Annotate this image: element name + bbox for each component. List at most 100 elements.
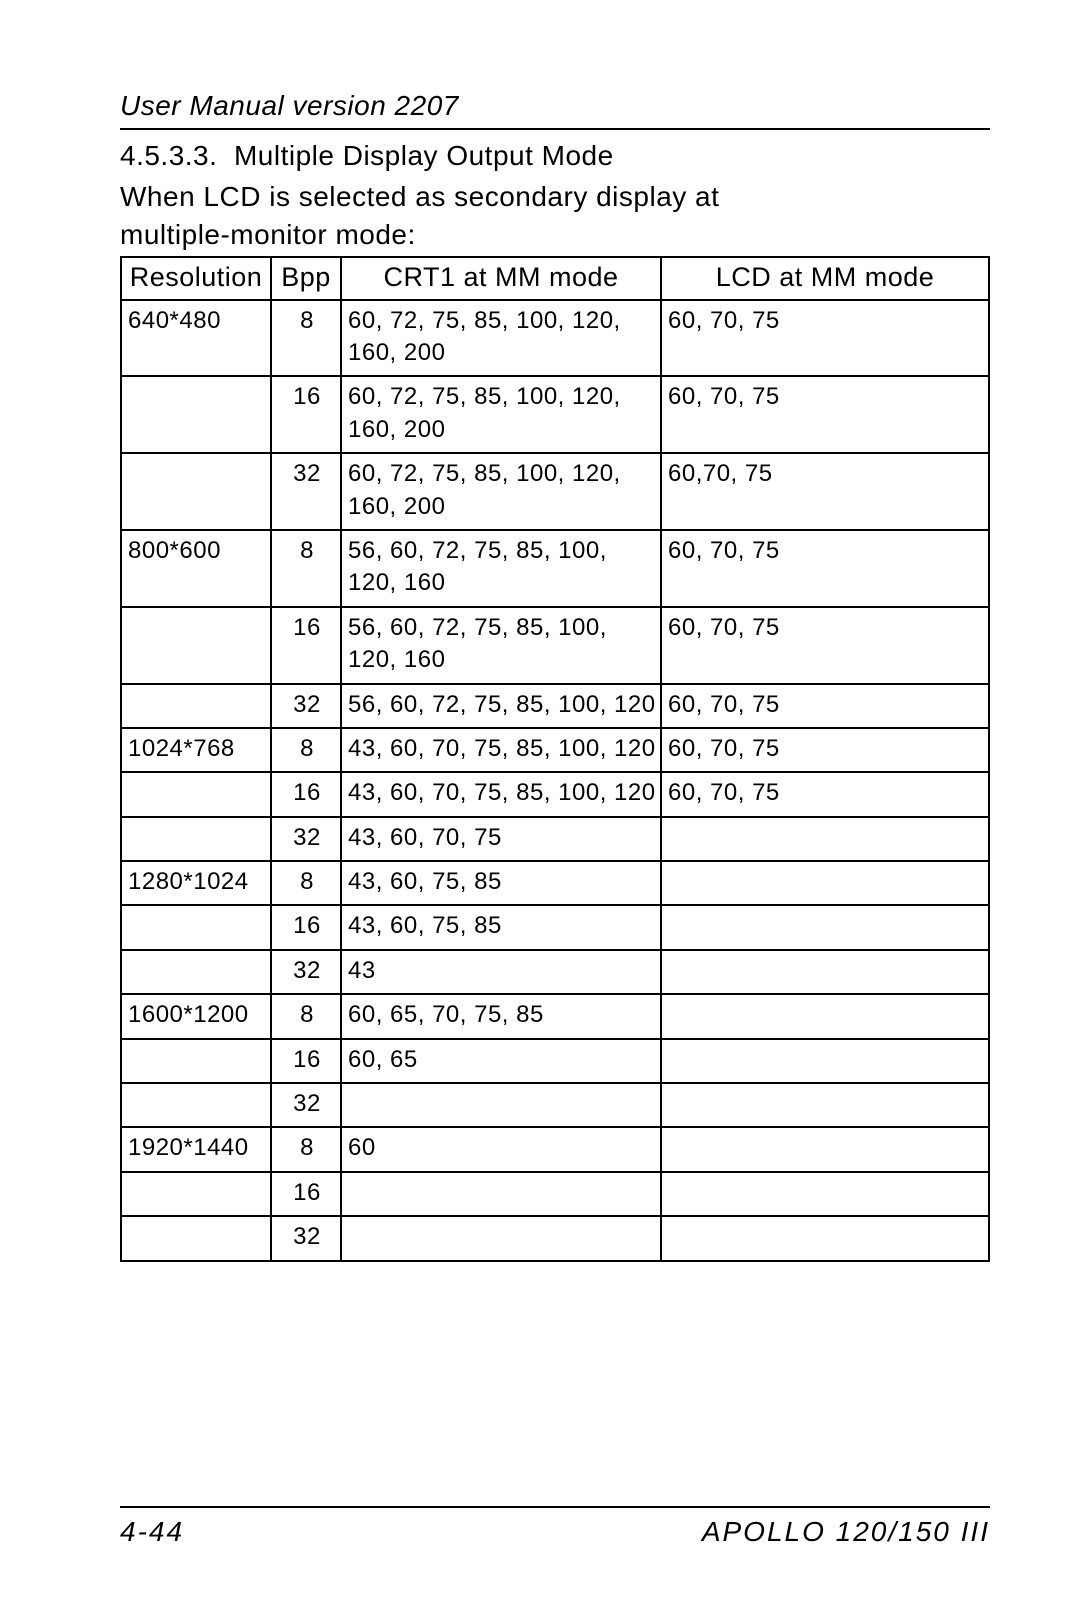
cell-crt: 43, 60, 75, 85 xyxy=(341,905,661,949)
col-resolution: Resolution xyxy=(121,257,271,300)
cell-crt: 43, 60, 75, 85 xyxy=(341,861,661,905)
cell-crt: 56, 60, 72, 75, 85, 100, 120, 160 xyxy=(341,607,661,684)
cell-bpp: 16 xyxy=(271,607,341,684)
table-row: 1600*1200860, 65, 70, 75, 85 xyxy=(121,994,989,1038)
cell-resolution: 1600*1200 xyxy=(121,994,271,1038)
section-heading: 4.5.3.3. Multiple Display Output Mode xyxy=(120,140,990,172)
table-row: 1660, 72, 75, 85, 100, 120, 160, 20060, … xyxy=(121,376,989,453)
cell-resolution xyxy=(121,684,271,728)
cell-resolution: 1920*1440 xyxy=(121,1127,271,1171)
table-row: 32 xyxy=(121,1083,989,1127)
cell-crt: 56, 60, 72, 75, 85, 100, 120, 160 xyxy=(341,530,661,607)
cell-crt: 60, 65, 70, 75, 85 xyxy=(341,994,661,1038)
cell-resolution: 640*480 xyxy=(121,300,271,377)
cell-lcd xyxy=(661,1127,989,1171)
cell-lcd: 60, 70, 75 xyxy=(661,772,989,816)
cell-crt: 43 xyxy=(341,950,661,994)
cell-bpp: 8 xyxy=(271,1127,341,1171)
table-row: 3260, 72, 75, 85, 100, 120, 160, 20060,7… xyxy=(121,453,989,530)
cell-bpp: 32 xyxy=(271,817,341,861)
cell-lcd xyxy=(661,950,989,994)
cell-lcd: 60, 70, 75 xyxy=(661,684,989,728)
table-row: 32 xyxy=(121,1216,989,1260)
cell-lcd xyxy=(661,1083,989,1127)
cell-crt: 60, 72, 75, 85, 100, 120, 160, 200 xyxy=(341,453,661,530)
cell-resolution xyxy=(121,817,271,861)
cell-bpp: 8 xyxy=(271,530,341,607)
cell-lcd: 60, 70, 75 xyxy=(661,607,989,684)
cell-lcd: 60, 70, 75 xyxy=(661,530,989,607)
table-row: 3256, 60, 72, 75, 85, 100, 12060, 70, 75 xyxy=(121,684,989,728)
cell-bpp: 8 xyxy=(271,861,341,905)
cell-lcd xyxy=(661,1172,989,1216)
section-intro-line2: multiple-monitor mode: xyxy=(120,216,990,254)
cell-lcd: 60, 70, 75 xyxy=(661,728,989,772)
cell-crt: 60 xyxy=(341,1127,661,1171)
cell-resolution xyxy=(121,1039,271,1083)
cell-lcd xyxy=(661,1039,989,1083)
cell-lcd: 60, 70, 75 xyxy=(661,376,989,453)
table-row: 3243, 60, 70, 75 xyxy=(121,817,989,861)
table-row: 1643, 60, 75, 85 xyxy=(121,905,989,949)
cell-bpp: 32 xyxy=(271,950,341,994)
col-lcd: LCD at MM mode xyxy=(661,257,989,300)
cell-lcd: 60,70, 75 xyxy=(661,453,989,530)
table-body: 640*480860, 72, 75, 85, 100, 120, 160, 2… xyxy=(121,300,989,1261)
cell-bpp: 8 xyxy=(271,300,341,377)
cell-lcd xyxy=(661,905,989,949)
section-intro-line1: When LCD is selected as secondary displa… xyxy=(120,178,990,216)
table-row: 800*600856, 60, 72, 75, 85, 100, 120, 16… xyxy=(121,530,989,607)
table-header-row: Resolution Bpp CRT1 at MM mode LCD at MM… xyxy=(121,257,989,300)
doc-header: User Manual version 2207 xyxy=(120,90,990,130)
cell-crt: 60, 72, 75, 85, 100, 120, 160, 200 xyxy=(341,376,661,453)
cell-lcd: 60, 70, 75 xyxy=(661,300,989,377)
table-row: 640*480860, 72, 75, 85, 100, 120, 160, 2… xyxy=(121,300,989,377)
cell-bpp: 16 xyxy=(271,376,341,453)
table-row: 16 xyxy=(121,1172,989,1216)
cell-bpp: 32 xyxy=(271,684,341,728)
cell-bpp: 8 xyxy=(271,994,341,1038)
cell-bpp: 16 xyxy=(271,905,341,949)
page: User Manual version 2207 4.5.3.3. Multip… xyxy=(0,0,1080,1618)
cell-crt: 43, 60, 70, 75, 85, 100, 120 xyxy=(341,728,661,772)
cell-lcd xyxy=(661,994,989,1038)
cell-resolution xyxy=(121,1216,271,1260)
cell-bpp: 8 xyxy=(271,728,341,772)
table-row: 1643, 60, 70, 75, 85, 100, 12060, 70, 75 xyxy=(121,772,989,816)
cell-lcd xyxy=(661,817,989,861)
cell-resolution xyxy=(121,1083,271,1127)
cell-resolution xyxy=(121,376,271,453)
cell-crt xyxy=(341,1216,661,1260)
cell-bpp: 16 xyxy=(271,772,341,816)
cell-crt: 43, 60, 70, 75 xyxy=(341,817,661,861)
table-row: 3243 xyxy=(121,950,989,994)
cell-bpp: 32 xyxy=(271,453,341,530)
display-mode-table: Resolution Bpp CRT1 at MM mode LCD at MM… xyxy=(120,256,990,1262)
product-name: APOLLO 120/150 III xyxy=(702,1516,990,1548)
table-row: 1280*1024843, 60, 75, 85 xyxy=(121,861,989,905)
cell-resolution xyxy=(121,1172,271,1216)
section-title: Multiple Display Output Mode xyxy=(234,140,614,171)
cell-bpp: 16 xyxy=(271,1172,341,1216)
cell-resolution: 800*600 xyxy=(121,530,271,607)
table-row: 1920*1440860 xyxy=(121,1127,989,1171)
cell-resolution xyxy=(121,950,271,994)
cell-bpp: 32 xyxy=(271,1216,341,1260)
col-crt: CRT1 at MM mode xyxy=(341,257,661,300)
cell-crt xyxy=(341,1172,661,1216)
cell-crt: 56, 60, 72, 75, 85, 100, 120 xyxy=(341,684,661,728)
cell-resolution xyxy=(121,905,271,949)
section-number: 4.5.3.3. xyxy=(120,140,217,171)
table-row: 1656, 60, 72, 75, 85, 100, 120, 16060, 7… xyxy=(121,607,989,684)
cell-bpp: 32 xyxy=(271,1083,341,1127)
cell-crt xyxy=(341,1083,661,1127)
cell-crt: 60, 72, 75, 85, 100, 120, 160, 200 xyxy=(341,300,661,377)
table-row: 1660, 65 xyxy=(121,1039,989,1083)
cell-resolution xyxy=(121,607,271,684)
col-bpp: Bpp xyxy=(271,257,341,300)
cell-bpp: 16 xyxy=(271,1039,341,1083)
cell-resolution: 1280*1024 xyxy=(121,861,271,905)
table-row: 1024*768843, 60, 70, 75, 85, 100, 12060,… xyxy=(121,728,989,772)
cell-resolution: 1024*768 xyxy=(121,728,271,772)
cell-lcd xyxy=(661,1216,989,1260)
